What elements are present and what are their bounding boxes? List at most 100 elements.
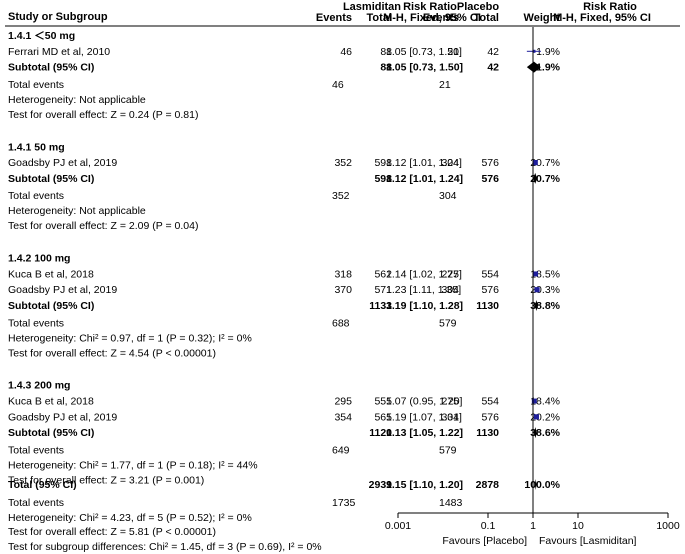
total-events-placebo: 1483 [439, 497, 463, 509]
header-placebo: Placebo [457, 1, 499, 13]
weight: 18.4% [530, 396, 560, 408]
header-method-text: M-H, Fixed, 95% CI [383, 12, 481, 24]
overall-heterogeneity-text: Heterogeneity: Chi² = 4.23, df = 5 (P = … [8, 512, 252, 524]
total-events-placebo: 579 [439, 444, 457, 456]
study-point [532, 159, 538, 166]
heterogeneity-text: Heterogeneity: Chi² = 1.77, df = 1 (P = … [8, 459, 258, 471]
subtotal-total-lasmiditan: 1120 [369, 427, 392, 439]
risk-ratio-ci: 1.19 [1.07, 1.31] [386, 411, 462, 423]
events-placebo: 304 [441, 411, 459, 423]
subtotal-diamond [533, 427, 537, 439]
risk-ratio-ci: 1.23 [1.11, 1.35] [386, 284, 461, 296]
events-placebo: 304 [441, 284, 459, 296]
total-events-label: Total events [8, 317, 64, 329]
total-placebo: 554 [481, 268, 499, 280]
total-events-lasmiditan: 649 [332, 444, 350, 456]
header-study-or-subgroup: Study or Subgroup [8, 11, 108, 23]
total-lasmiditan: 571 [374, 284, 392, 296]
total-lasmiditan: 565 [374, 411, 392, 423]
study-name: Goadsby PJ et al, 2019 [8, 284, 117, 296]
subtotal-ci: 1.13 [1.05, 1.22] [386, 427, 463, 439]
subtotal-label: Subtotal (95% CI) [8, 173, 94, 185]
total-placebo: 576 [481, 411, 499, 423]
total-events-label: Total events [8, 190, 64, 202]
subtotal-label: Subtotal (95% CI) [8, 427, 94, 439]
weight: 18.5% [530, 268, 560, 280]
events-placebo: 304 [441, 157, 459, 169]
overall-total-placebo: 2878 [476, 479, 500, 491]
x-axis-tick-label: 1000 [656, 520, 680, 532]
subtotal-weight: 38.8% [530, 300, 560, 312]
events-lasmiditan: 370 [334, 284, 352, 296]
events-lasmiditan: 354 [334, 411, 352, 423]
total-events-placebo: 21 [439, 79, 451, 91]
study-point [532, 49, 536, 53]
header-risk-ratio-plot: Risk Ratio [583, 1, 637, 13]
study-name: Ferrari MD et al, 2010 [8, 46, 110, 58]
weight: 1.9% [536, 46, 560, 58]
subtotal-ci: 1.19 [1.10, 1.28] [386, 300, 463, 312]
overall-effect-text: Test for overall effect: Z = 3.21 (P = 0… [8, 474, 204, 486]
overall-total-lasmiditan: 2939 [369, 479, 393, 491]
heterogeneity-text: Heterogeneity: Not applicable [8, 94, 146, 106]
total-placebo: 576 [481, 157, 499, 169]
study-point [531, 398, 537, 404]
overall-effect-text: Test for overall effect: Z = 4.54 (P < 0… [8, 347, 216, 359]
subtotal-total-placebo: 576 [481, 173, 499, 185]
total-events-lasmiditan: 1735 [332, 497, 356, 509]
study-name: Goadsby PJ et al, 2019 [8, 157, 117, 169]
total-lasmiditan: 555 [374, 396, 392, 408]
events-placebo: 275 [441, 268, 459, 280]
total-lasmiditan: 598 [374, 157, 392, 169]
subgroup-title: 1.4.3 200 mg [8, 380, 70, 392]
total-placebo: 42 [487, 46, 499, 58]
total-events-lasmiditan: 352 [332, 190, 350, 202]
total-lasmiditan: 562 [374, 268, 392, 280]
subtotal-diamond [533, 172, 538, 184]
events-lasmiditan: 46 [340, 46, 352, 58]
favours-right-label: Favours [Lasmiditan] [539, 535, 637, 547]
events-lasmiditan: 318 [334, 268, 352, 280]
subgroup-title: 1.4.2 100 mg [8, 253, 70, 265]
risk-ratio-ci: 1.14 [1.02, 1.27] [386, 268, 462, 280]
overall-effect-text: Test for overall effect: Z = 2.09 (P = 0… [8, 220, 198, 232]
overall-effect-total-text: Test for overall effect: Z = 5.81 (P < 0… [8, 526, 216, 538]
subtotal-label: Subtotal (95% CI) [8, 62, 94, 74]
subtotal-total-placebo: 1130 [476, 300, 499, 312]
total-events-lasmiditan: 46 [332, 79, 344, 91]
subtotal-total-lasmiditan: 1133 [369, 300, 392, 312]
study-name: Goadsby PJ et al, 2019 [8, 411, 117, 423]
header-events-placebo: Events [423, 12, 459, 24]
overall-label: Total (95% CI) [8, 479, 77, 491]
x-axis-tick-label: 1 [530, 520, 536, 532]
x-axis-tick-label: 0.1 [481, 520, 496, 532]
overall-diamond [534, 479, 537, 490]
overall-weight: 100.0% [524, 479, 560, 491]
subtotal-weight: 1.9% [536, 62, 561, 74]
header-method-plot: M-H, Fixed, 95% CI [553, 12, 651, 24]
total-placebo: 576 [481, 284, 499, 296]
overall-ci: 1.15 [1.10, 1.20] [386, 479, 463, 491]
x-axis-tick-label: 10 [572, 520, 584, 532]
header-total-lasmiditan: Total [367, 12, 392, 24]
header-risk-ratio-text: Risk Ratio [403, 1, 457, 13]
heterogeneity-text: Heterogeneity: Not applicable [8, 205, 146, 217]
header-total-placebo: Total [474, 12, 499, 24]
risk-ratio-ci: 1.12 [1.01, 1.24] [386, 157, 462, 169]
subtotal-weight: 20.7% [530, 173, 560, 185]
subtotal-weight: 38.6% [530, 427, 560, 439]
subgroup-differences-text: Test for subgroup differences: Chi² = 1.… [8, 541, 322, 553]
total-events-placebo: 579 [439, 317, 457, 329]
subgroup-title: 1.4.1 ＜50 mg [8, 30, 75, 42]
subtotal-ci: 1.05 [0.73, 1.50] [386, 62, 463, 74]
subtotal-total-lasmiditan: 88 [380, 62, 392, 74]
total-events-label: Total events [8, 444, 64, 456]
overall-effect-text: Test for overall effect: Z = 0.24 (P = 0… [8, 109, 198, 121]
subtotal-diamond [534, 300, 538, 312]
total-events-placebo: 304 [439, 190, 457, 202]
events-placebo: 275 [441, 396, 459, 408]
total-events-label: Total events [8, 79, 64, 91]
total-placebo: 554 [481, 396, 499, 408]
study-point [533, 271, 539, 277]
